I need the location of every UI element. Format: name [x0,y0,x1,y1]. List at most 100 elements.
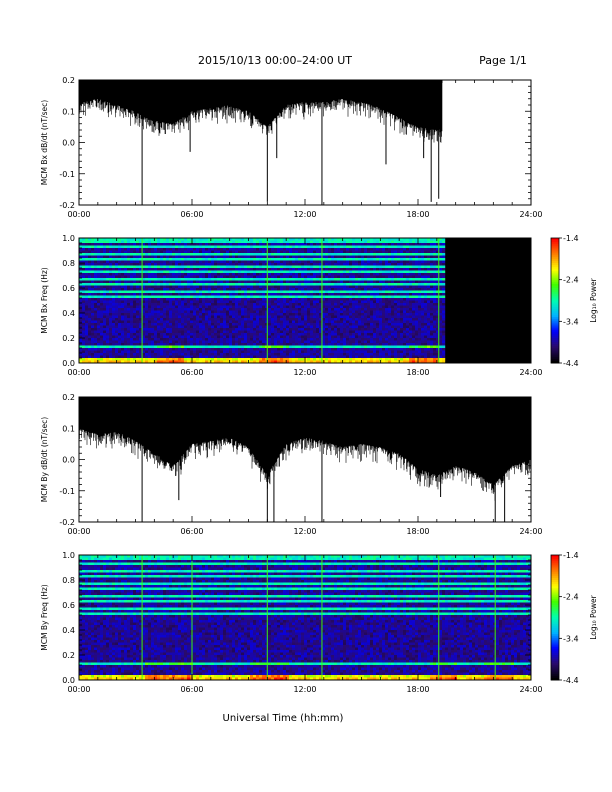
spectrogram-cell [133,273,137,276]
spectrogram-cell [238,283,242,286]
spectrogram-cell [310,303,314,306]
spectrogram-cell [298,258,302,261]
spectrogram-cell [118,253,122,256]
spectrogram-cell [319,318,323,321]
spectrogram-cell [127,345,131,349]
spectrogram-cell [193,308,197,311]
spectrogram-cell [217,313,221,316]
spectrogram-cell [364,270,368,274]
spectrogram-cell [184,270,188,274]
spectrogram-cell [181,290,185,294]
spectrogram-cell [205,270,209,274]
spectrogram-cell [223,280,227,284]
spectrogram-cell [313,243,317,246]
spectrogram-cell [307,298,311,301]
spectrogram-cell [289,288,293,291]
spectrogram-cell [175,325,179,329]
spectrogram-cell [79,338,83,341]
spectrogram-cell [199,258,203,261]
spectrogram-cell [79,358,83,361]
spectrogram-cell [340,340,344,344]
spectrogram-cell [196,303,200,306]
spectrogram-cell [79,345,83,349]
spectrogram-cell [124,238,128,241]
spectrogram-cell [151,355,155,359]
spectrogram-cell [118,285,122,289]
spectrogram-cell [133,320,137,324]
spectrogram-cell [328,323,332,326]
spectrogram-cell [139,295,143,299]
spectrogram-cell [283,303,287,306]
spectrogram-cell [130,275,134,279]
spectrogram-cell [238,290,242,294]
spectrogram-cell [223,288,227,291]
spectrogram-cell [112,333,116,336]
spectrogram-cell [343,335,347,339]
spectrogram-cell [124,265,128,269]
spectrogram-cell [175,243,179,246]
spectrogram-cell [304,325,308,329]
spectrogram-cell [163,310,167,314]
spectrogram-cell [274,340,278,344]
spectrogram-cell [304,318,308,321]
spectrogram-cell [292,300,296,304]
spectrogram-cell [355,325,359,329]
spectrogram-cell [247,338,251,341]
spectrogram-cell [223,275,227,279]
spectrogram-cell [229,245,233,249]
spectrogram-cell [181,338,185,341]
spectrogram-cell [172,258,176,261]
spectrogram-cell [262,355,266,359]
spectrogram-cell [364,303,368,306]
spectrogram-cell [145,290,149,294]
spectrogram-cell [349,320,353,324]
spectrogram-cell [226,288,230,291]
spectrogram-cell [247,255,251,259]
spectrogram-cell [310,290,314,294]
spectrogram-cell [190,323,194,326]
spectrogram-cell [304,263,308,266]
spectrogram-cell [85,238,89,241]
spectrogram-cell [295,353,299,356]
spectrogram-cell [277,258,281,261]
spectrogram-cell [352,283,356,286]
spectrogram-cell [277,303,281,306]
spectrogram-cell [214,275,218,279]
spectrogram-cell [268,328,272,331]
spectrogram-cell [229,330,233,334]
spectrogram-cell [268,325,272,329]
spectrogram-cell [331,273,335,276]
spectrogram-cell [307,333,311,336]
spectrogram-cell [115,343,119,346]
spectrogram-cell [352,290,356,294]
spectrogram-cell [340,255,344,259]
spectrogram-cell [238,318,242,321]
spectrogram-cell [127,288,131,291]
spectrogram-cell [175,273,179,276]
spectrogram-cell [163,265,167,269]
spectrogram-cell [91,270,95,274]
spectrogram-cell [88,338,92,341]
spectrogram-cell [346,295,350,299]
spectrogram-cell [130,318,134,321]
spectrogram-cell [325,335,329,339]
spectrogram-cell [235,268,239,271]
spectrogram-cell [361,298,365,301]
spectrogram-cell [166,248,170,251]
spectrogram-cell [109,265,113,269]
spectrogram-cell [301,335,305,339]
spectrogram-cell [361,295,365,299]
spectrogram-cell [91,330,95,334]
spectrogram-cell [331,355,335,359]
spectrogram-cell [367,333,371,336]
spectrogram-cell [352,360,356,363]
spectrogram-cell [205,250,209,254]
spectrogram-cell [118,318,122,321]
spectrogram-cell [91,343,95,346]
spectrogram-cell [232,330,236,334]
spectrogram-cell [235,253,239,256]
spectrogram-cell [238,250,242,254]
spectrogram-cell [340,248,344,251]
spectrogram-cell [361,338,365,341]
spectrogram-cell [109,248,113,251]
